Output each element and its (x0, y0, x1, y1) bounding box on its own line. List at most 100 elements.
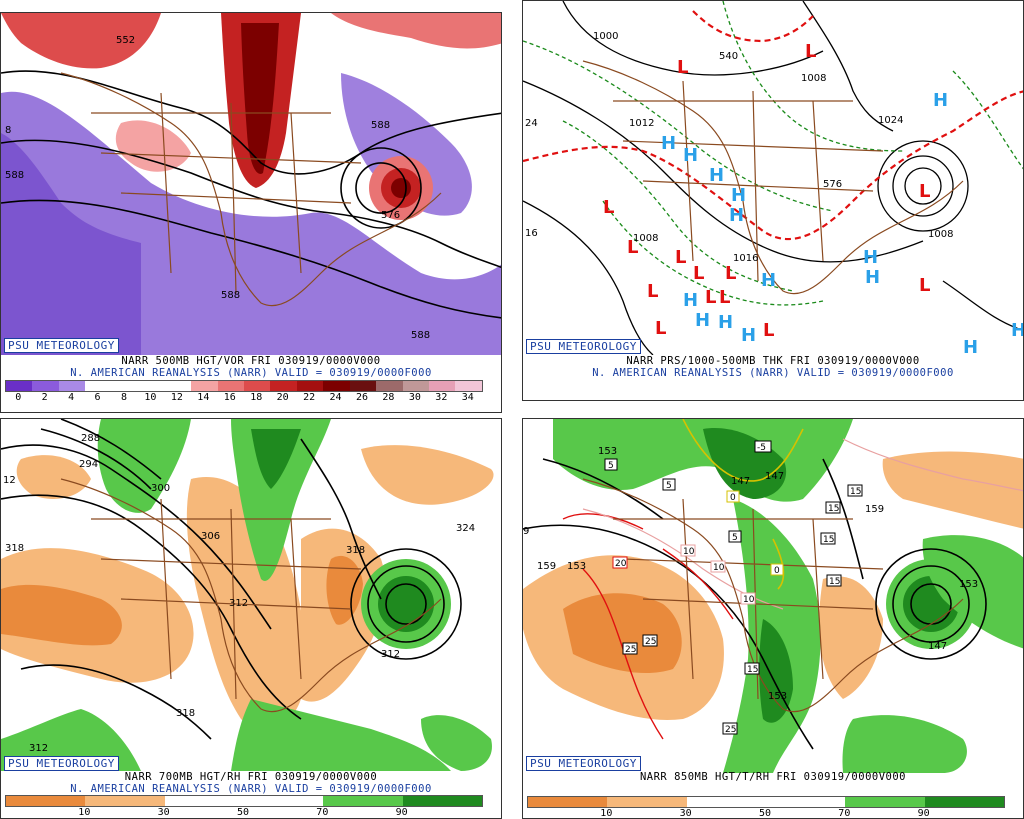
svg-text:H: H (933, 90, 948, 111)
panel-subtitle: N. AMERICAN REANALYSIS (NARR) VALID = 03… (592, 367, 954, 379)
rh-color-scale (5, 795, 483, 807)
rh-scale-ticks: 10 30 50 70 90 (527, 808, 1003, 819)
svg-text:588: 588 (5, 170, 24, 181)
svg-text:H: H (718, 312, 733, 333)
moist-area-southeast (231, 699, 451, 771)
svg-text:16: 16 (525, 228, 538, 239)
neg-vort-area-east (341, 73, 472, 216)
svg-text:25: 25 (625, 645, 636, 655)
scale-swatch (402, 381, 429, 391)
vorticity-map: 552 588 588 576 588 588 8 (1, 13, 501, 355)
svg-text:288: 288 (81, 433, 100, 444)
scale-tick-label: 30 (157, 807, 170, 818)
scale-tick-label: 28 (382, 392, 395, 403)
scale-swatch (164, 381, 192, 391)
svg-text:10: 10 (683, 547, 695, 557)
scale-swatch (6, 796, 86, 806)
svg-text:312: 312 (229, 598, 248, 609)
scale-tick-label: 70 (838, 808, 851, 819)
panel-500mb-vorticity: 552 588 588 576 588 588 8 PSU METEOROLOG… (0, 12, 502, 413)
pos-vort-northwest (1, 13, 161, 69)
svg-text:10: 10 (743, 595, 755, 605)
svg-text:5: 5 (666, 481, 672, 491)
svg-text:15: 15 (747, 665, 758, 675)
scale-tick-label: 10 (600, 808, 613, 819)
svg-text:0: 0 (730, 493, 736, 503)
svg-text:1012: 1012 (629, 118, 654, 129)
svg-text:10: 10 (713, 563, 725, 573)
scale-tick-label: 10 (144, 392, 157, 403)
scale-swatch (243, 796, 324, 806)
scale-swatch (164, 796, 244, 806)
svg-text:H: H (761, 270, 776, 291)
svg-text:H: H (729, 205, 744, 226)
scale-swatch (32, 381, 59, 391)
scale-swatch (58, 381, 86, 391)
rh-scale-ticks: 10 30 50 70 90 (5, 807, 481, 818)
pressure-map: 1000 540 1008 1012 1024 576 1008 1008 10… (523, 1, 1023, 355)
high-pressure-markers: H H H H H H H H H H H H H H H (661, 90, 1023, 355)
svg-text:25: 25 (725, 725, 736, 735)
svg-text:H: H (683, 145, 698, 166)
scale-swatch (270, 381, 297, 391)
svg-text:306: 306 (201, 531, 220, 542)
svg-text:576: 576 (381, 210, 400, 221)
rh-700-map: 288 294 300 306 312 318 318 312 312 318 … (1, 419, 501, 771)
svg-text:L: L (677, 57, 688, 78)
scale-tick-label: 6 (94, 392, 101, 403)
scale-swatch (924, 797, 1004, 807)
svg-text:588: 588 (371, 120, 390, 131)
svg-text:588: 588 (221, 290, 240, 301)
svg-text:L: L (919, 181, 930, 202)
svg-text:L: L (675, 247, 686, 268)
scale-tick-label: 14 (197, 392, 210, 403)
panel-850mb-temp-rh: 153 153 147 159 153 153 147 9 147 159 5 … (522, 418, 1024, 819)
svg-text:552: 552 (116, 35, 135, 46)
p4-height-labels: 153 153 147 159 153 153 147 9 147 159 (523, 446, 978, 702)
scale-tick-label: 26 (355, 392, 369, 403)
svg-text:H: H (863, 247, 878, 268)
scale-swatch (845, 797, 925, 807)
brand-label: PSU METEOROLOGY (526, 339, 641, 354)
p3-contour-labels: 288 294 300 306 312 318 318 312 312 318 … (3, 433, 475, 754)
svg-text:L: L (693, 263, 704, 284)
scale-tick-label: 8 (120, 392, 128, 403)
svg-text:9: 9 (523, 526, 529, 537)
svg-text:15: 15 (828, 504, 839, 514)
svg-text:H: H (661, 133, 676, 154)
scale-swatch (6, 381, 33, 391)
scale-tick-label: 32 (435, 392, 448, 403)
rh-color-scale (527, 796, 1005, 808)
svg-text:159: 159 (865, 504, 884, 515)
svg-text:H: H (865, 267, 880, 288)
svg-text:H: H (695, 310, 710, 331)
panel-title: NARR PRS/1000-500MB THK FRI 030919/0000V… (626, 355, 920, 367)
svg-text:153: 153 (567, 561, 586, 572)
scale-tick-label: 2 (41, 392, 48, 403)
svg-text:159: 159 (537, 561, 556, 572)
svg-text:153: 153 (768, 691, 787, 702)
svg-text:15: 15 (850, 487, 861, 497)
panel-title: NARR 850MB HGT/T/RH FRI 030919/0000V000 (639, 771, 907, 783)
brand-label: PSU METEOROLOGY (4, 756, 119, 771)
scale-swatch (429, 381, 456, 391)
panel-700mb-rh: 288 294 300 306 312 318 318 312 312 318 … (0, 418, 502, 819)
scale-tick-label: 0 (15, 392, 22, 403)
svg-text:H: H (683, 290, 698, 311)
scale-swatch (402, 796, 482, 806)
scale-tick-label: 70 (316, 807, 329, 818)
low-pressure-markers: L L L L L L L L L L L L L L (603, 41, 930, 341)
scale-tick-label: 24 (329, 392, 342, 403)
svg-text:576: 576 (823, 179, 842, 190)
svg-text:15: 15 (829, 577, 840, 587)
svg-text:12: 12 (3, 475, 16, 486)
svg-text:324: 324 (456, 523, 475, 534)
scale-tick-label: 10 (78, 807, 91, 818)
scale-swatch (111, 381, 139, 391)
svg-text:0: 0 (774, 566, 780, 576)
dry-area-northeast (361, 445, 494, 505)
svg-text:20: 20 (615, 559, 627, 569)
svg-text:L: L (647, 281, 658, 302)
scale-tick-label: 18 (250, 392, 263, 403)
p4-temperature-labels: 5 5 -5 0 0 5 15 15 15 15 20 10 10 10 25 … (604, 440, 863, 735)
